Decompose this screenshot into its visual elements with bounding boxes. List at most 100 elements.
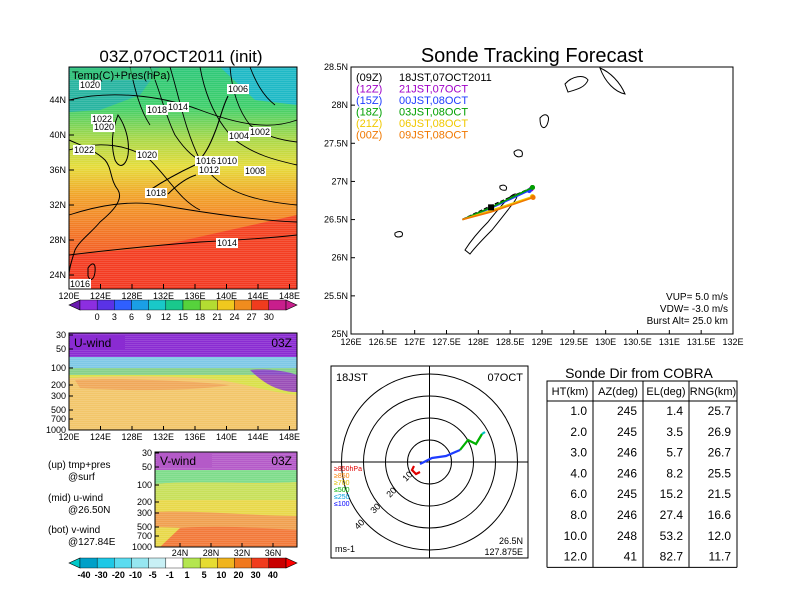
colorbar-left-arrow <box>68 299 81 311</box>
table-header-cell: RNG(km) <box>690 386 736 398</box>
table-cell: 10.0 <box>564 529 588 543</box>
japan-coastline <box>149 95 229 195</box>
svg-text:1022: 1022 <box>74 145 94 155</box>
track-legend-code: (21Z) <box>356 118 382 130</box>
wind-colorbar-swatch <box>268 557 287 569</box>
table-cell: 3.0 <box>570 446 587 460</box>
track-lon-label: 127.5E <box>432 337 461 347</box>
track-series <box>462 185 536 221</box>
surface-map-panel: 03Z,07OCT2011 (init) 1020 1006 1018 <box>49 47 300 322</box>
track-legend-code: (00Z) <box>356 130 382 142</box>
island-amami <box>539 114 549 128</box>
temp-colorbar-swatch <box>234 299 252 311</box>
table-cell: 21.5 <box>708 487 732 501</box>
polar-level-label: ≥850 <box>334 473 350 480</box>
island-okinoerabu <box>499 184 507 191</box>
svg-text:@surf: @surf <box>68 472 95 483</box>
table-cell: 16.6 <box>708 508 732 522</box>
temp-colorbar-swatch <box>217 299 235 311</box>
track-legend-text: 00JST,08OCT <box>399 95 468 107</box>
track-legend-text: 06JST,08OCT <box>399 118 468 130</box>
temp-colorbar-swatch <box>251 299 270 311</box>
polar-panel: 10 20 30 40 18JST 07OCT ≥850hPa≥850≥700≤… <box>330 365 529 559</box>
wind-colorbar-tick: 1 <box>184 570 189 580</box>
temp-colorbar-swatch <box>131 299 149 311</box>
track-lon-label: 128.5E <box>496 337 525 347</box>
svg-text:1014: 1014 <box>217 238 237 248</box>
svg-text:1014: 1014 <box>168 102 188 112</box>
temp-colorbar-swatch <box>165 299 184 311</box>
temp-colorbar-swatch <box>79 299 98 311</box>
u-wind-pressure-label: 200 <box>51 380 66 390</box>
wind-colorbar-tick: 30 <box>251 570 261 580</box>
svg-text:1004: 1004 <box>229 131 249 141</box>
temp-colorbar-tick: 30 <box>264 312 274 322</box>
track-lat-label: 25N <box>331 329 348 339</box>
temp-colorbar-tick: 15 <box>178 312 188 322</box>
isobar-labels: 1020 1006 1018 1014 1022 1020 1004 1002 … <box>69 80 271 289</box>
table-cell: 25.5 <box>708 466 732 480</box>
track-lon-ticks: 126E 126.5E 127E 127.5E 128E 128.5E 129E 129.5E… <box>340 330 744 347</box>
hodograph-top <box>481 431 486 435</box>
track-lon-label: 130.5E <box>623 337 652 347</box>
wind-colorbar-tick: -10 <box>129 570 142 580</box>
u-wind-lon-label: 120E <box>58 432 79 442</box>
u-wind-pressure-label: 700 <box>51 414 66 424</box>
track-lat-label: 27.5N <box>324 138 348 148</box>
u-wind-frame <box>68 332 298 431</box>
asia-coastline <box>68 139 120 276</box>
wind-colorbar-tick: 20 <box>233 570 243 580</box>
track-legend: (09Z) 18JST,07OCT2011 (12Z) 21JST,07OCT (15Z… <box>356 72 492 142</box>
map-lon-label: 128E <box>121 291 142 301</box>
map-lon-label: 144E <box>247 291 268 301</box>
polar-level-label: ≤100 <box>334 501 350 508</box>
table-cell: 11.7 <box>709 550 732 564</box>
track-params: VUP= 5.0 m/s VDW= -3.0 m/s Burst Alt= 25… <box>647 292 728 327</box>
v-wind-frame <box>154 451 298 548</box>
track-lat-label: 26.5N <box>324 215 348 225</box>
track-legend-text: 03JST,08OCT <box>399 107 468 119</box>
u-wind-pressure-label: 50 <box>56 344 66 354</box>
polar-unit: ms-1 <box>335 544 355 554</box>
v-wind-lat-label: 32N <box>234 548 251 558</box>
polar-level-legend: ≥850hPa≥850≥700≤500≤250≤100 <box>334 466 362 508</box>
map-field-label: Temp(C)+Pres(hPa) <box>72 70 170 82</box>
wind-colorbar-tick: -40 <box>77 570 90 580</box>
polar-level-label: ≤500 <box>334 487 350 494</box>
table-cell: 26.9 <box>708 425 732 439</box>
wind-colorbar: -40 -30 -20 -10 -5 -1 1 5 10 20 30 40 <box>68 557 298 580</box>
v-wind-pressure-label: 300 <box>137 508 152 518</box>
svg-text:1020: 1020 <box>94 122 114 132</box>
map-lon-label: 132E <box>153 291 174 301</box>
island-north <box>599 67 626 95</box>
temp-colorbar-tick: 12 <box>161 312 171 322</box>
svg-text:(up) tmp+pres: (up) tmp+pres <box>48 460 111 471</box>
map-lon-label: 148E <box>279 291 300 301</box>
map-lat-label: 40N <box>49 130 66 140</box>
table-cell: 1.0 <box>570 404 587 418</box>
temp-colorbar-swatch <box>268 299 287 311</box>
korea-coastline <box>111 113 129 166</box>
temp-colorbar-tick: 21 <box>212 312 222 322</box>
island-tokuno <box>513 149 523 158</box>
temp-colorbar-swatch <box>114 299 132 311</box>
track-lat-label: 28.5N <box>324 62 348 72</box>
svg-text:@26.50N: @26.50N <box>68 505 110 516</box>
map-lon-label: 140E <box>216 291 237 301</box>
table-header-cell: HT(km) <box>552 386 589 398</box>
launch-site-marker <box>488 204 495 211</box>
wind-colorbar-swatch <box>131 557 149 569</box>
wind-colorbar-swatch <box>234 557 252 569</box>
table-cell: 248 <box>617 529 637 543</box>
u-wind-pressure-label: 500 <box>51 405 66 415</box>
svg-text:VDW= -3.0 m/s: VDW= -3.0 m/s <box>660 304 728 315</box>
table-cell: 26.7 <box>708 446 732 460</box>
track-lon-label: 130E <box>595 337 616 347</box>
track-lon-label: 128E <box>468 337 489 347</box>
u-wind-lon-label: 128E <box>121 432 142 442</box>
map-lat-label: 28N <box>49 235 66 245</box>
table-cell: 8.2 <box>666 466 683 480</box>
